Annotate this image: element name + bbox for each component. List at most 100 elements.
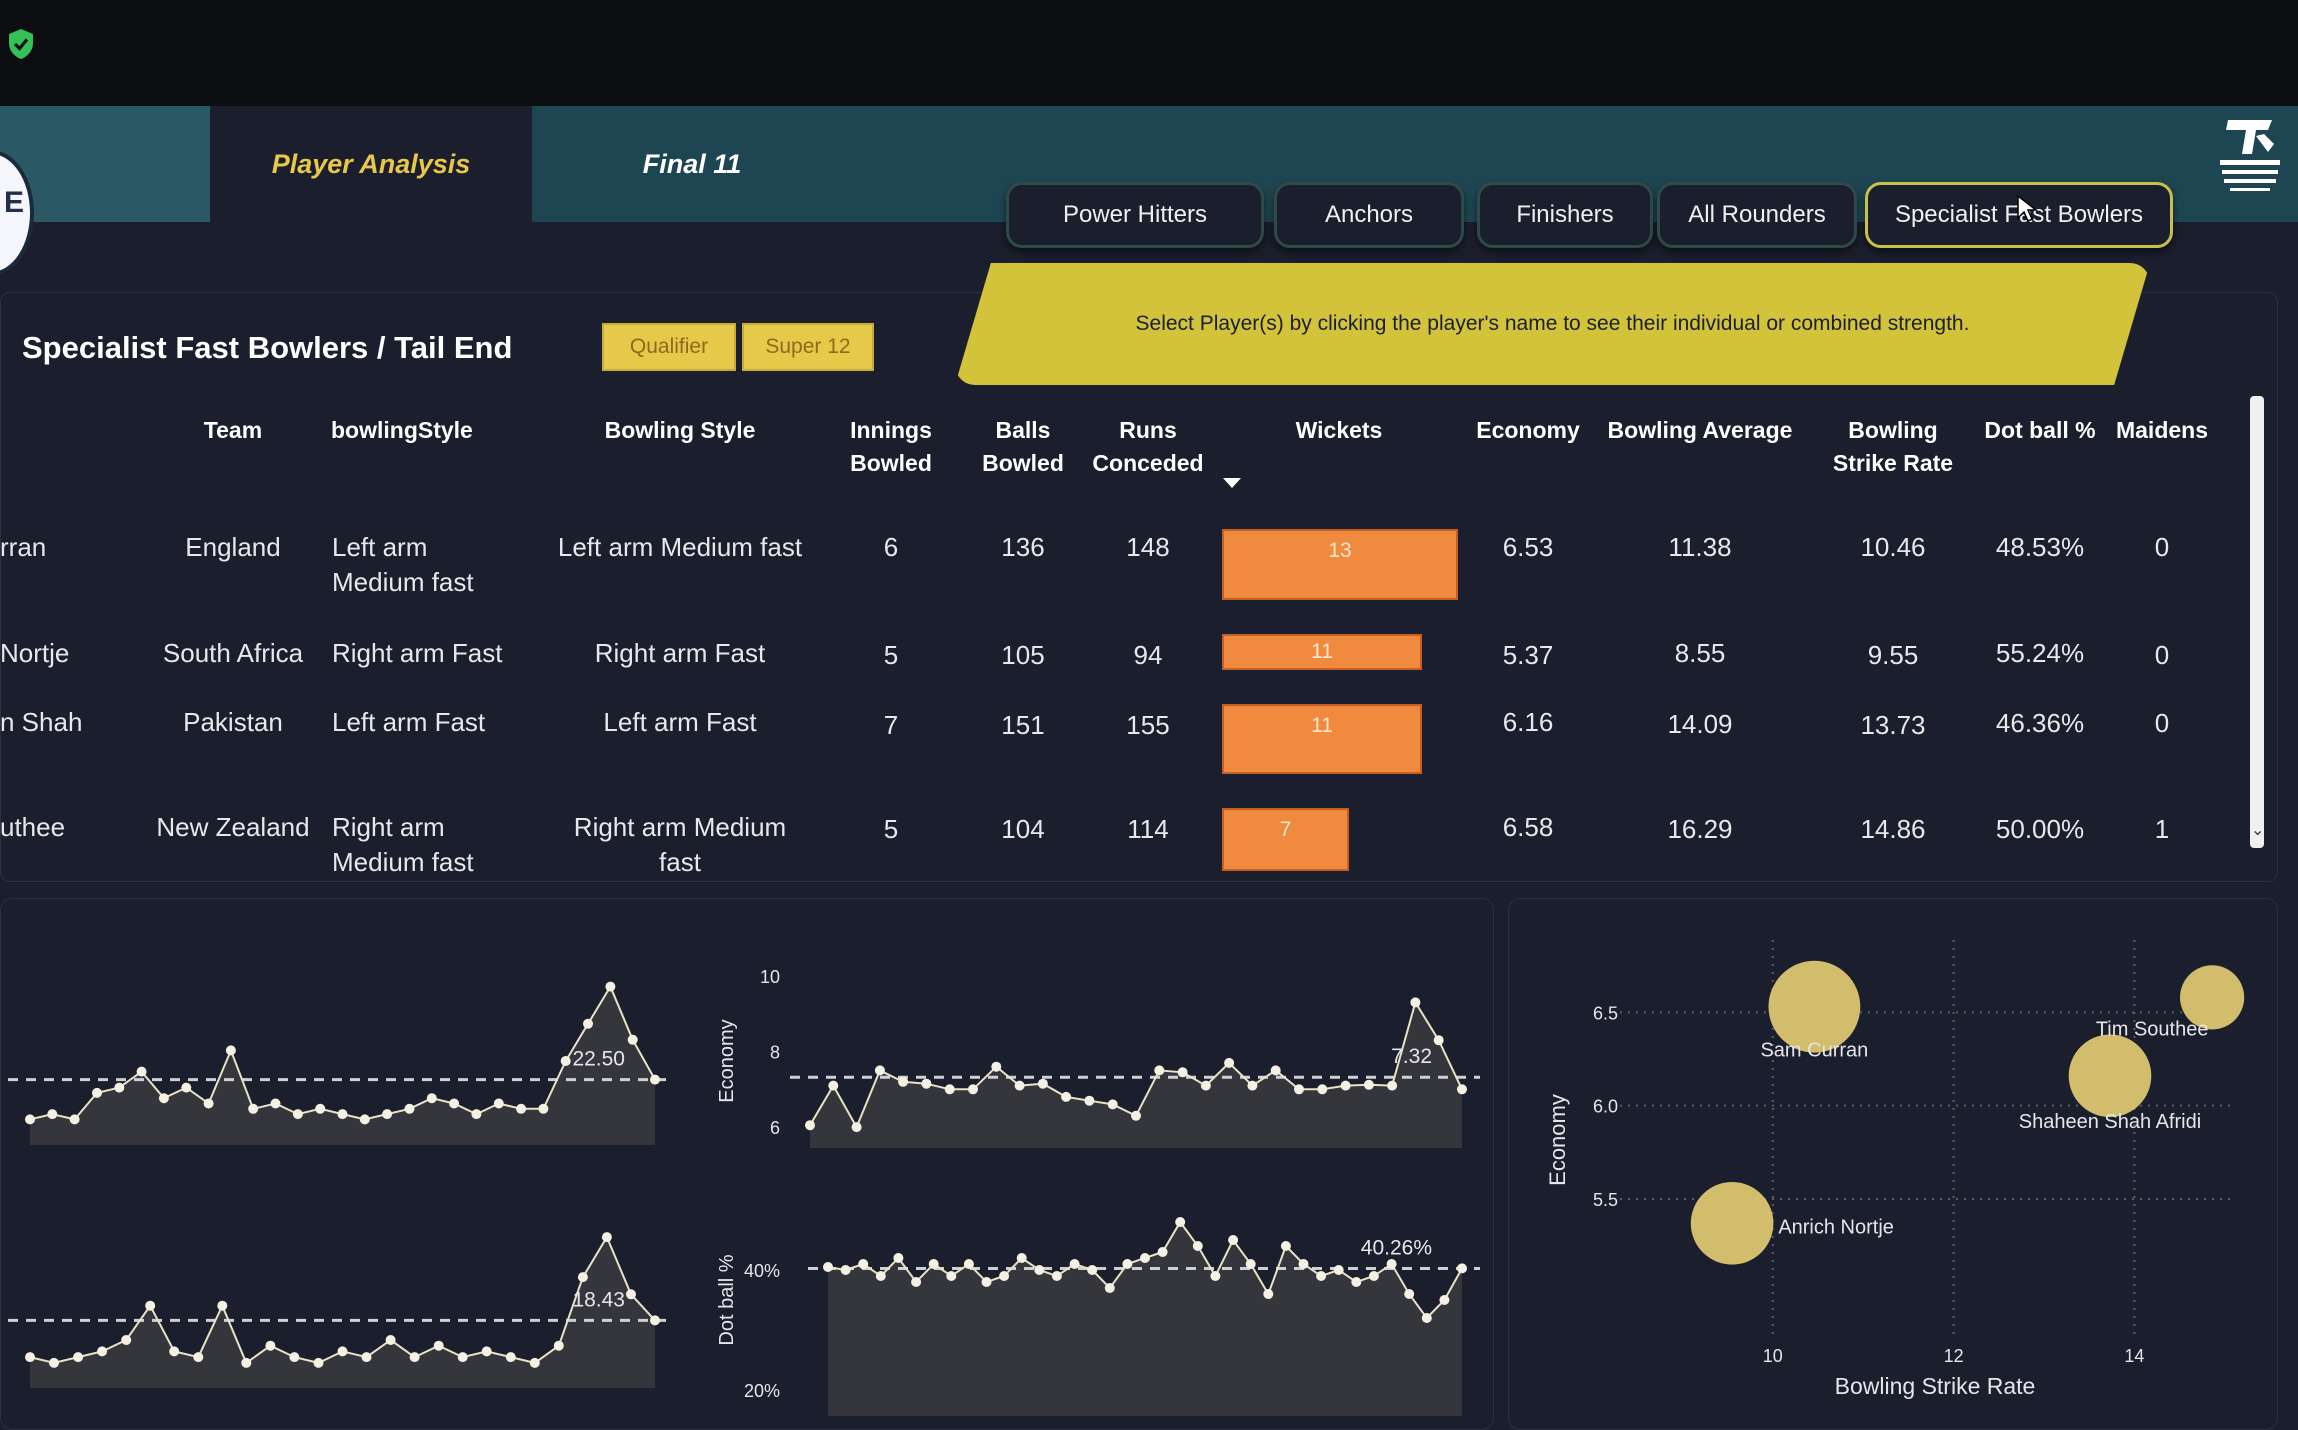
header-bowling-average[interactable]: Bowling Average bbox=[1607, 417, 1793, 443]
bowling-style-cell: Right arm Fast bbox=[594, 638, 766, 668]
y-tick-label: 20% bbox=[744, 1381, 780, 1401]
header-dot-ball-percent[interactable]: Dot ball % bbox=[1984, 417, 2096, 443]
data-point bbox=[337, 1109, 348, 1120]
header-bowlingstyle[interactable]: bowlingStyle bbox=[331, 417, 473, 443]
runs-cell: 114 bbox=[1127, 814, 1169, 844]
header-innings-bowled[interactable]: Innings Bowled bbox=[850, 417, 932, 476]
data-point bbox=[529, 1357, 540, 1368]
x-axis-label: Bowling Strike Rate bbox=[1835, 1373, 2036, 1399]
data-point bbox=[1439, 1295, 1450, 1305]
data-point bbox=[92, 1087, 102, 1098]
nav-left-block bbox=[0, 106, 210, 222]
dot-ball-cell: 46.36% bbox=[1995, 708, 2085, 738]
player-name[interactable]: n Shah bbox=[0, 707, 83, 737]
data-point bbox=[1421, 1313, 1432, 1323]
tab-player-analysis[interactable]: Player Analysis bbox=[210, 106, 532, 222]
innings-cell: 7 bbox=[883, 710, 899, 740]
data-point bbox=[145, 1300, 156, 1311]
economy-cell: 6.16 bbox=[1502, 707, 1554, 737]
balls-cell: 151 bbox=[1001, 710, 1045, 740]
data-point bbox=[1051, 1271, 1062, 1281]
segment-anchors[interactable]: Anchors bbox=[1274, 182, 1464, 248]
point-label: Sam Curran bbox=[1760, 1040, 1868, 1062]
table-scrollbar[interactable] bbox=[2250, 396, 2264, 848]
scatter-point bbox=[2068, 1034, 2152, 1118]
data-point bbox=[583, 1018, 593, 1029]
maidens-cell: 0 bbox=[2154, 532, 2170, 562]
balls-cell: 104 bbox=[1001, 814, 1045, 844]
header-bowling-strike-rate[interactable]: Bowling Strike Rate bbox=[1832, 417, 1954, 476]
data-point bbox=[1157, 1247, 1168, 1257]
header-maidens[interactable]: Maidens bbox=[2115, 417, 2209, 443]
segment-power-hitters[interactable]: Power Hitters bbox=[1006, 182, 1264, 248]
data-point bbox=[601, 1232, 612, 1243]
y-tick-label: 40% bbox=[744, 1261, 780, 1281]
data-point bbox=[1351, 1277, 1362, 1287]
section-title: Specialist Fast Bowlers / Tail End bbox=[22, 330, 513, 365]
data-point bbox=[928, 1259, 939, 1269]
segment-finishers[interactable]: Finishers bbox=[1477, 182, 1653, 248]
data-point bbox=[25, 1352, 35, 1363]
reference-label: 22.50 bbox=[572, 1048, 625, 1071]
header-wickets[interactable]: Wickets bbox=[1295, 417, 1383, 443]
bowlingstyle-cell: Left arm Fast bbox=[332, 707, 486, 737]
bowlingstyle-cell: Right arm Medium fast bbox=[332, 812, 474, 877]
data-point bbox=[1061, 1091, 1072, 1102]
data-point bbox=[1192, 1241, 1203, 1251]
filter-qualifier[interactable]: Qualifier bbox=[602, 323, 736, 371]
strike-rate-cell: 9.55 bbox=[1867, 640, 1919, 670]
data-point bbox=[382, 1109, 393, 1120]
scroll-down-icon[interactable]: ⌄ bbox=[2251, 822, 2265, 839]
bowlingstyle-cell: Left arm Medium fast bbox=[332, 532, 474, 597]
data-point bbox=[1387, 1080, 1398, 1091]
average-cell: 14.09 bbox=[1667, 709, 1733, 739]
data-point bbox=[193, 1352, 204, 1363]
header-runs-conceded[interactable]: Runs Conceded bbox=[1092, 417, 1204, 476]
bowlingstyle-cell: Right arm Fast bbox=[332, 638, 503, 668]
y-tick-label: 10 bbox=[760, 967, 780, 987]
innings-cell: 5 bbox=[883, 640, 899, 670]
header-balls-bowled[interactable]: Balls Bowled bbox=[982, 417, 1064, 476]
data-point bbox=[851, 1122, 862, 1133]
header-economy[interactable]: Economy bbox=[1476, 417, 1580, 443]
data-point bbox=[181, 1082, 192, 1093]
reference-label: 18.43 bbox=[572, 1288, 625, 1311]
data-point bbox=[921, 1078, 932, 1089]
y-axis-label: Economy bbox=[716, 1019, 738, 1102]
data-point bbox=[874, 1065, 885, 1076]
data-point bbox=[69, 1114, 80, 1125]
series-area bbox=[30, 986, 655, 1145]
sort-descending-icon[interactable] bbox=[1223, 478, 1241, 488]
tab-final-11[interactable]: Final 11 bbox=[642, 148, 742, 179]
header-team[interactable]: Team bbox=[203, 417, 263, 443]
data-point bbox=[292, 1109, 303, 1120]
data-point bbox=[1298, 1259, 1309, 1269]
data-point bbox=[315, 1103, 326, 1114]
balls-cell: 105 bbox=[1001, 640, 1045, 670]
data-point bbox=[121, 1335, 132, 1345]
data-point bbox=[241, 1357, 252, 1368]
data-point bbox=[981, 1277, 992, 1287]
data-point bbox=[203, 1098, 214, 1109]
segment-all-rounders[interactable]: All Rounders bbox=[1657, 182, 1857, 248]
data-point bbox=[577, 1272, 588, 1283]
data-point bbox=[433, 1340, 444, 1351]
header-bowling-style[interactable]: Bowling Style bbox=[604, 417, 756, 443]
data-point bbox=[516, 1103, 527, 1114]
player-name[interactable]: uthee bbox=[0, 812, 66, 842]
filter-super-12[interactable]: Super 12 bbox=[742, 323, 874, 371]
y-tick-label: 5.5 bbox=[1593, 1190, 1618, 1210]
player-name[interactable]: Nortje bbox=[0, 638, 70, 668]
data-point bbox=[626, 1289, 636, 1300]
team-cell: South Africa bbox=[162, 638, 304, 668]
data-point bbox=[1228, 1235, 1239, 1245]
bowling-style-cell: Left arm Medium fast bbox=[557, 532, 803, 562]
data-point bbox=[1037, 1078, 1048, 1089]
wickets-bar: 7 bbox=[1222, 808, 1349, 871]
data-point bbox=[313, 1357, 324, 1368]
data-point bbox=[605, 981, 616, 992]
data-point bbox=[1087, 1265, 1098, 1275]
data-point bbox=[289, 1352, 300, 1363]
player-name[interactable]: rran bbox=[0, 532, 47, 562]
runs-cell: 148 bbox=[1126, 532, 1170, 562]
